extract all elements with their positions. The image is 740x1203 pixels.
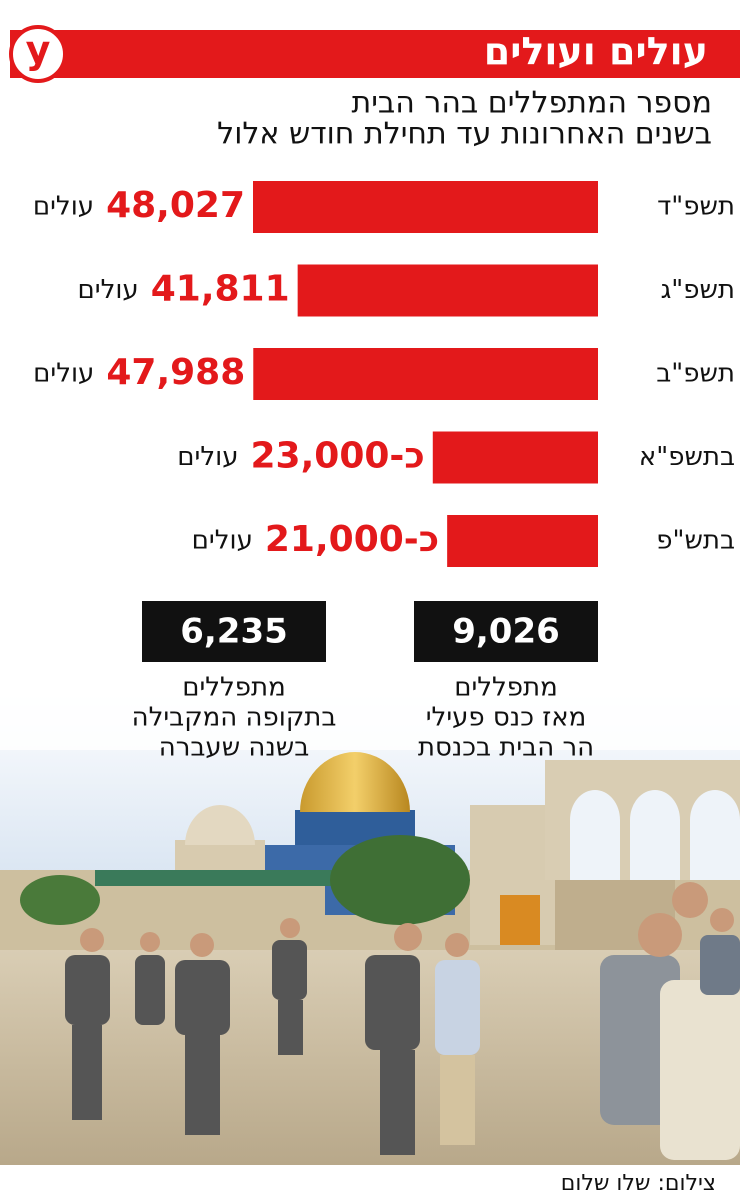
value-label: כ-23,000 <box>251 436 425 477</box>
stat-caption: מתפללים <box>454 673 558 703</box>
stat-value: 9,026 <box>452 612 560 652</box>
category-label: תשפ"ב <box>656 359 735 389</box>
category-label: תשפ"ג <box>661 275 735 305</box>
bar <box>447 515 598 567</box>
logo <box>9 25 67 83</box>
credit-bar <box>0 1165 740 1203</box>
category-label: בתש"פ <box>656 526 735 556</box>
stat-caption: בתקופה המקבילה <box>132 703 337 733</box>
photo-credit: צילום: שלו שלום <box>561 1171 716 1196</box>
category-label: תשפ"ד <box>657 192 735 222</box>
stat-box <box>142 601 326 662</box>
value-label: כ-21,000 <box>265 519 439 560</box>
unit-label: עולים <box>78 275 139 305</box>
bar <box>432 431 598 484</box>
value-label: 48,027 <box>106 185 245 226</box>
unit-label: עולים <box>177 442 238 472</box>
category-label: בתשפ"א <box>639 442 735 472</box>
subtitle: בשנים האחרונות עד תחילת חודש אלול <box>217 117 712 152</box>
bar <box>297 264 598 317</box>
stat-value: 6,235 <box>180 612 288 652</box>
logo-text: y <box>26 28 51 72</box>
stat-box <box>414 601 598 662</box>
subtitle: מספר המתפללים בהר הבית <box>351 86 712 121</box>
stat-caption: בשנה שעברה <box>159 733 310 763</box>
chart-title: עולים ועולים <box>484 30 708 74</box>
value-label: 47,988 <box>106 352 245 393</box>
bar <box>253 181 598 233</box>
header-bar <box>10 30 740 78</box>
value-label: 41,811 <box>151 269 290 310</box>
unit-label: עולים <box>33 192 94 222</box>
stat-caption: מתפללים <box>182 673 286 703</box>
bar <box>253 348 598 400</box>
stat-caption: הר הבית בכנסת <box>418 733 594 763</box>
unit-label: עולים <box>33 359 94 389</box>
unit-label: עולים <box>192 526 253 556</box>
photo <box>0 680 740 1165</box>
stat-caption: מאז כנס פעילי <box>426 703 587 733</box>
